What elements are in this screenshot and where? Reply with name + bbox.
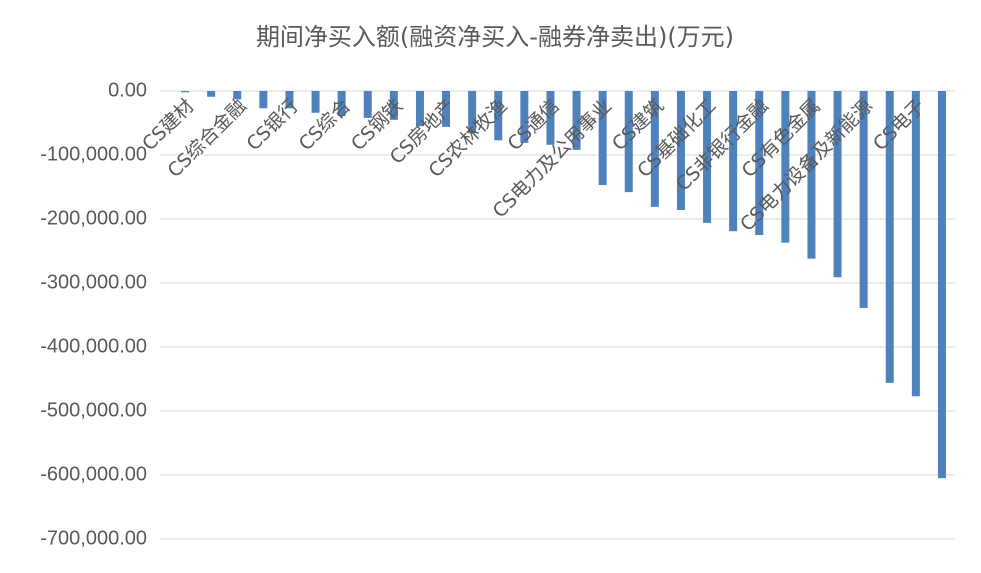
- bar: [598, 91, 607, 186]
- y-tick-label: -600,000.00: [40, 463, 147, 485]
- chart-title: 期间净买入额(融资净买入-融券净卖出)(万元): [256, 23, 734, 51]
- y-tick-label: -500,000.00: [40, 399, 147, 421]
- bar: [911, 91, 920, 397]
- bar: [781, 91, 790, 243]
- bar: [937, 91, 946, 479]
- bar: [807, 91, 816, 259]
- bar: [181, 91, 190, 93]
- bar: [337, 91, 346, 116]
- bar: [833, 91, 842, 278]
- bar: [859, 91, 868, 308]
- bar: [885, 91, 894, 383]
- bar: [676, 91, 685, 211]
- bar: [207, 91, 216, 97]
- y-tick-label: -700,000.00: [40, 527, 147, 549]
- bar: [729, 91, 738, 232]
- bar: [442, 91, 451, 127]
- bar: [415, 91, 424, 127]
- y-tick-label: 0.00: [108, 79, 147, 101]
- x-tick-label: CS银行: [243, 95, 303, 155]
- y-tick-label: -100,000.00: [40, 143, 147, 165]
- x-tick-label: CS综合: [295, 95, 355, 155]
- bar: [703, 91, 712, 223]
- bar: [259, 91, 268, 109]
- bar: [546, 91, 555, 145]
- bar: [363, 91, 372, 118]
- y-tick-label: -200,000.00: [40, 207, 147, 229]
- bar: [755, 91, 764, 235]
- bar: [650, 91, 659, 207]
- bar: [233, 91, 242, 100]
- bar: [572, 91, 581, 150]
- y-tick-label: -400,000.00: [40, 335, 147, 357]
- bar: [468, 91, 477, 134]
- bar: [494, 91, 503, 141]
- bar: [311, 91, 320, 113]
- x-tick-label: CS电子: [869, 95, 929, 155]
- bar: [285, 91, 294, 109]
- bar: [624, 91, 633, 193]
- y-tick-label: -300,000.00: [40, 271, 147, 293]
- bar: [389, 91, 398, 120]
- bar: [520, 91, 529, 143]
